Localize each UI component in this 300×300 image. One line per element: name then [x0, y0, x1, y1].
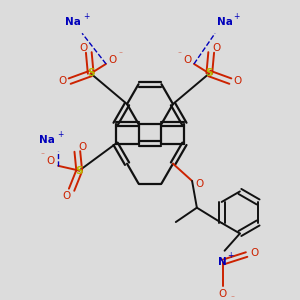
Text: S: S: [206, 68, 213, 79]
Text: O: O: [79, 43, 87, 52]
Text: +: +: [233, 12, 239, 21]
Text: O: O: [196, 179, 204, 189]
Text: +: +: [227, 251, 233, 260]
Text: +: +: [57, 130, 63, 139]
Text: O: O: [58, 76, 66, 86]
Text: ⁻: ⁻: [178, 49, 182, 58]
Text: ⁻: ⁻: [118, 49, 122, 58]
Text: O: O: [183, 55, 191, 65]
Text: O: O: [78, 142, 86, 152]
Text: O: O: [109, 55, 117, 65]
Text: O: O: [250, 248, 258, 258]
Text: ⁻: ⁻: [41, 150, 45, 159]
Text: O: O: [63, 191, 71, 201]
Text: Na: Na: [217, 17, 232, 27]
Text: O: O: [213, 43, 221, 52]
Text: O: O: [219, 289, 227, 299]
Text: O: O: [46, 156, 55, 166]
Text: N: N: [218, 257, 227, 267]
Text: +: +: [83, 12, 89, 21]
Text: Na: Na: [64, 17, 80, 27]
Text: Na: Na: [39, 135, 55, 145]
Text: ⁻: ⁻: [230, 293, 234, 300]
Text: S: S: [87, 68, 94, 79]
Text: O: O: [234, 76, 242, 86]
Text: S: S: [76, 166, 83, 176]
